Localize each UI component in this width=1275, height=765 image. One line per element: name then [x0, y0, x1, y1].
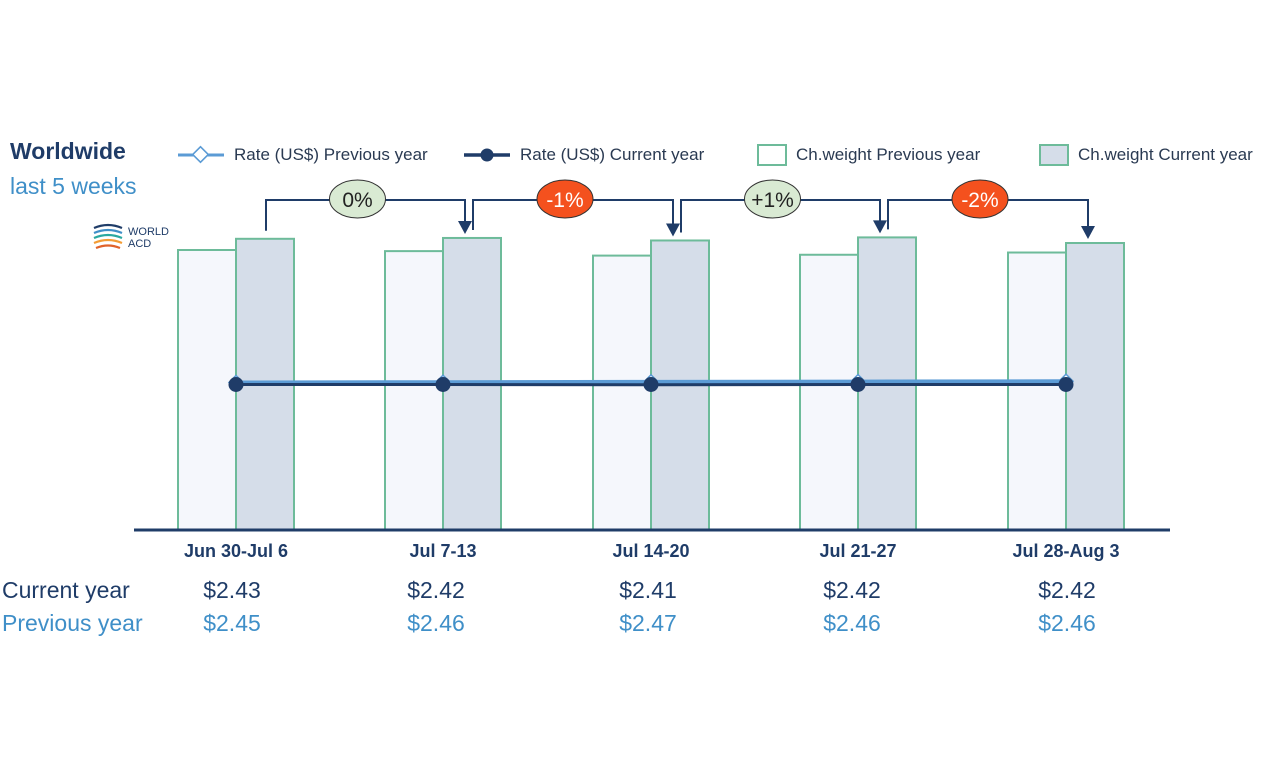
change-bracket-line: [265, 199, 466, 231]
rate-previous-point: [1057, 373, 1075, 390]
change-badge-label: +1%: [751, 189, 794, 212]
svg-text:ACD: ACD: [128, 238, 151, 250]
chart-legend: Rate (US$) Previous year Rate (US$) Curr…: [176, 142, 1275, 168]
rate-current-point: [1058, 377, 1074, 392]
chart-title: Worldwide: [10, 138, 126, 164]
rate-previous-point: [849, 373, 867, 390]
rate-current-point: [850, 377, 866, 392]
current-year-rate-value: $2.42: [1038, 577, 1096, 603]
rate-previous-line: [235, 379, 1067, 385]
previous-year-rate-value: $2.46: [407, 610, 465, 636]
x-tick-label: Jul 21-27: [819, 541, 896, 561]
change-badge-label: -2%: [961, 189, 998, 212]
bar-weight-previous: [1007, 251, 1067, 532]
change-bracket-line: [680, 199, 881, 233]
x-tick-label: Jul 28-Aug 3: [1012, 541, 1119, 561]
rate-current-point: [228, 377, 244, 392]
rate-current-point: [643, 377, 659, 392]
bar-weight-previous: [592, 254, 652, 531]
change-badge: [744, 179, 801, 219]
previous-year-rate-value: $2.46: [823, 610, 881, 636]
rate-previous-point: [642, 373, 660, 391]
change-badge: [536, 179, 594, 219]
legend-item-weight-previous: Ch.weight Previous year: [756, 142, 980, 168]
previous-year-rate-value: $2.47: [619, 610, 677, 636]
legend-item-weight-current: Ch.weight Current year: [1038, 142, 1253, 168]
chart-subtitle: last 5 weeks: [10, 173, 137, 199]
change-bracket-line: [887, 199, 1089, 230]
legend-item-rate-previous: Rate (US$) Previous year: [176, 142, 428, 168]
current-year-rate-value: $2.42: [823, 577, 881, 603]
x-tick-label: Jul 7-13: [409, 541, 476, 561]
previous-year-row-label: Previous year: [2, 610, 143, 636]
bar-weight-current: [650, 239, 710, 531]
legend-label: Ch.weight Current year: [1078, 145, 1253, 164]
arrow-down-icon: [458, 220, 472, 234]
previous-year-rate-value: $2.46: [1038, 610, 1096, 636]
rate-previous-point: [434, 374, 452, 391]
legend-item-rate-current: Rate (US$) Current year: [462, 142, 704, 168]
legend-label: Ch.weight Previous year: [796, 145, 981, 164]
rate-current-point: [435, 377, 451, 392]
change-badge-label: -1%: [546, 189, 583, 212]
arrow-down-icon: [1081, 226, 1095, 239]
line-circle-icon: [464, 148, 510, 162]
bar-weight-previous: [384, 250, 444, 531]
change-badge-label: 0%: [342, 189, 372, 212]
svg-text:WORLD: WORLD: [128, 226, 169, 238]
bar-weight-current: [442, 236, 502, 532]
current-year-row-label: Current year: [2, 577, 130, 603]
current-year-rate-value: $2.42: [407, 577, 465, 603]
change-badge: [329, 179, 386, 219]
previous-year-rate-value: $2.45: [203, 610, 261, 636]
bar-weight-previous: [177, 249, 237, 531]
line-diamond-icon: [178, 145, 224, 164]
bar-weight-previous: [799, 253, 859, 531]
x-tick-label: Jul 14-20: [612, 541, 689, 561]
bar-weight-current: [857, 236, 917, 531]
legend-label: Rate (US$) Previous year: [234, 145, 428, 164]
bar-weight-current: [235, 237, 295, 532]
rate-previous-point: [227, 374, 245, 391]
x-tick-label: Jun 30-Jul 6: [184, 541, 288, 561]
bar-weight-current: [1065, 242, 1125, 531]
change-badge: [951, 179, 1009, 219]
legend-label: Rate (US$) Current year: [520, 145, 705, 164]
box-white-icon: [757, 144, 787, 166]
arrow-down-icon: [666, 223, 680, 237]
arrow-down-icon: [873, 220, 887, 234]
world-acd-logo: WORLD ACD: [92, 222, 184, 254]
current-year-rate-value: $2.43: [203, 577, 261, 603]
box-blue-grey-icon: [1039, 144, 1069, 166]
change-bracket-line: [472, 199, 674, 230]
current-year-rate-value: $2.41: [619, 577, 677, 603]
